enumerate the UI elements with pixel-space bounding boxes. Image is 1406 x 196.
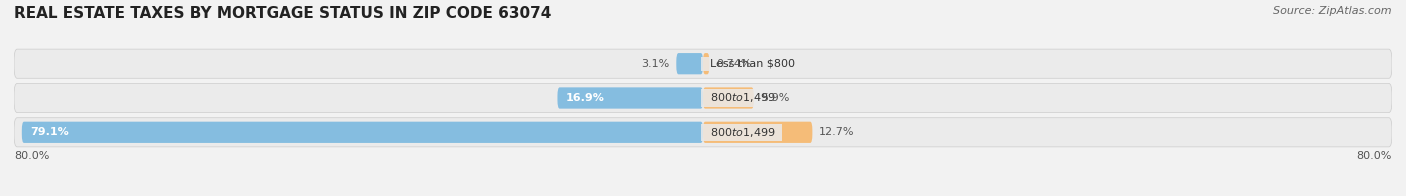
Text: 12.7%: 12.7% [820, 127, 855, 137]
FancyBboxPatch shape [14, 118, 1392, 147]
Text: Source: ZipAtlas.com: Source: ZipAtlas.com [1274, 6, 1392, 16]
Text: $800 to $1,499: $800 to $1,499 [703, 126, 780, 139]
Text: 80.0%: 80.0% [1357, 151, 1392, 161]
Text: 80.0%: 80.0% [14, 151, 49, 161]
Text: Less than $800: Less than $800 [703, 59, 801, 69]
Text: 3.1%: 3.1% [641, 59, 669, 69]
FancyBboxPatch shape [14, 49, 1392, 78]
FancyBboxPatch shape [14, 83, 1392, 113]
Text: REAL ESTATE TAXES BY MORTGAGE STATUS IN ZIP CODE 63074: REAL ESTATE TAXES BY MORTGAGE STATUS IN … [14, 6, 551, 21]
FancyBboxPatch shape [557, 87, 703, 109]
Text: 0.74%: 0.74% [716, 59, 752, 69]
FancyBboxPatch shape [676, 53, 703, 74]
Text: 79.1%: 79.1% [31, 127, 69, 137]
Text: 16.9%: 16.9% [567, 93, 605, 103]
FancyBboxPatch shape [703, 87, 754, 109]
Text: $800 to $1,499: $800 to $1,499 [703, 92, 780, 104]
FancyBboxPatch shape [703, 122, 813, 143]
FancyBboxPatch shape [703, 53, 710, 74]
FancyBboxPatch shape [22, 122, 703, 143]
Text: 5.9%: 5.9% [761, 93, 789, 103]
